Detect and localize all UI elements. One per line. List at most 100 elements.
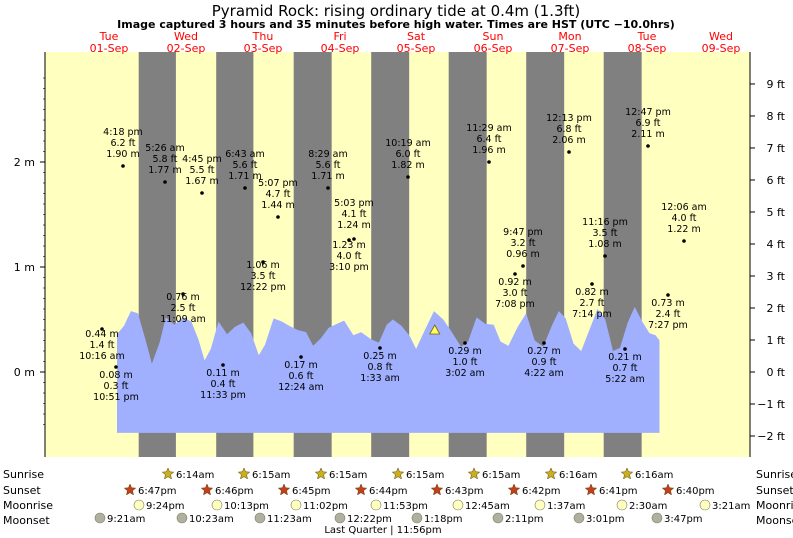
extreme-dot bbox=[542, 341, 546, 345]
date-label: 05-Sep bbox=[397, 42, 436, 55]
day-of-week-label: Thu bbox=[252, 30, 274, 43]
sunset-time: 6:47pm bbox=[138, 486, 177, 497]
sunrise-time: 6:16am bbox=[635, 470, 673, 481]
moonrise-icon bbox=[370, 499, 382, 511]
sunset-time: 6:40pm bbox=[676, 486, 715, 497]
moonrise-time: 3:21am bbox=[712, 501, 750, 512]
extreme-line-2: 5.6 ft bbox=[315, 160, 340, 171]
sunset-icon bbox=[123, 483, 137, 496]
moonset-time: 9:21am bbox=[107, 514, 145, 525]
water-area bbox=[117, 306, 660, 433]
moonrise-label-right: Moonrise bbox=[756, 499, 793, 512]
extreme-dot bbox=[646, 144, 650, 148]
sunset-label-right: Sunset bbox=[756, 484, 793, 497]
extreme-dot bbox=[666, 293, 670, 297]
extreme-dot bbox=[243, 186, 247, 190]
date-label: 02-Sep bbox=[167, 42, 206, 55]
extreme-line-2: 3.0 ft bbox=[502, 288, 527, 299]
extreme-line-2: 6.9 ft bbox=[635, 118, 660, 129]
axes: 0 m 1 m 2 m −2 ft −1 ft 0 ft 1 ft 2 ft 3 ft 4 ft 5… bbox=[14, 30, 786, 457]
extreme-line-3: 7:14 pm bbox=[572, 309, 612, 320]
moonset-time: 3:47pm bbox=[664, 514, 703, 525]
extreme-dot bbox=[114, 365, 118, 369]
extreme-line-2: 6.0 ft bbox=[395, 149, 420, 160]
extreme-line-3: 10:16 am bbox=[79, 351, 124, 362]
extreme-line-3: 0.96 m bbox=[506, 249, 539, 260]
extreme-dot bbox=[261, 260, 265, 264]
extreme-dot bbox=[326, 186, 330, 190]
extreme-dot bbox=[163, 180, 167, 184]
date-label: 06-Sep bbox=[474, 42, 513, 55]
sunset-icon bbox=[430, 483, 444, 496]
moonset-time: 12:22pm bbox=[347, 514, 392, 525]
sunset-label-left: Sunset bbox=[3, 484, 41, 497]
sunset-icon bbox=[200, 483, 214, 496]
day-of-week-label: Sat bbox=[407, 30, 426, 43]
sunset-time: 6:42pm bbox=[522, 486, 561, 497]
extreme-dot bbox=[100, 327, 104, 331]
right-tick-label: 6 ft bbox=[767, 174, 786, 187]
moonrise-time: 9:24pm bbox=[146, 501, 185, 512]
extreme-line-2: 0.9 ft bbox=[531, 357, 556, 368]
extreme-line-3: 1.22 m bbox=[667, 224, 700, 235]
extreme-line-1: 12:13 pm bbox=[546, 113, 592, 124]
right-tick-label: 7 ft bbox=[767, 142, 786, 155]
day-of-week-label: Wed bbox=[709, 30, 733, 43]
moonrise-icon bbox=[452, 499, 464, 511]
sunset-time: 6:41pm bbox=[599, 486, 638, 497]
extreme-line-2: 1.0 ft bbox=[452, 357, 477, 368]
extreme-line-2: 4.0 ft bbox=[336, 251, 361, 262]
date-label: 09-Sep bbox=[702, 42, 741, 55]
extreme-line-2: 0.4 ft bbox=[210, 379, 235, 390]
extreme-line-3: 12:22 pm bbox=[240, 282, 286, 293]
moonset-icon bbox=[94, 512, 106, 524]
extreme-line-1: 4:18 pm bbox=[103, 127, 143, 138]
right-tick-label: −1 ft bbox=[757, 398, 785, 411]
extreme-line-3: 12:24 am bbox=[278, 382, 323, 393]
left-tick-label: 1 m bbox=[14, 261, 35, 274]
sunset-icon bbox=[507, 483, 521, 496]
extreme-line-3: 1.82 m bbox=[391, 160, 424, 171]
moonset-time: 10:23am bbox=[189, 514, 234, 525]
extreme-line-2: 5.8 ft bbox=[152, 154, 177, 165]
extreme-line-3: 1.90 m bbox=[106, 149, 139, 160]
moon-phase-label: Last Quarter | 11:56pm bbox=[324, 525, 441, 536]
extreme-line-3: 3:10 pm bbox=[329, 262, 369, 273]
extreme-line-3: 11:33 pm bbox=[200, 390, 246, 401]
extreme-dot bbox=[603, 254, 607, 258]
left-tick-label: 0 m bbox=[14, 366, 35, 379]
extreme-line-1: 0.21 m bbox=[608, 352, 641, 363]
extreme-line-3: 1:33 am bbox=[360, 373, 399, 384]
sunrise-icon bbox=[237, 467, 251, 480]
extreme-line-1: 0.29 m bbox=[448, 346, 481, 357]
sunset-time: 6:44pm bbox=[369, 486, 408, 497]
extreme-dot bbox=[121, 164, 125, 168]
moonrise-time: 10:13pm bbox=[224, 501, 269, 512]
right-tick-label: 5 ft bbox=[767, 206, 786, 219]
extreme-line-1: 10:19 am bbox=[385, 138, 430, 149]
moonset-icon bbox=[492, 512, 504, 524]
extreme-line-1: 11:29 am bbox=[466, 123, 511, 134]
extreme-line-1: 0.11 m bbox=[206, 368, 239, 379]
extreme-line-2: 4.1 ft bbox=[341, 209, 366, 220]
extreme-dot bbox=[590, 282, 594, 286]
sunset-icon bbox=[277, 483, 291, 496]
extreme-line-2: 0.8 ft bbox=[367, 362, 392, 373]
sunrise-icon bbox=[544, 467, 558, 480]
extreme-line-3: 1.24 m bbox=[337, 220, 370, 231]
extreme-line-3: 2.11 m bbox=[631, 129, 664, 140]
extreme-line-2: 4.0 ft bbox=[671, 213, 696, 224]
day-of-week-label: Sun bbox=[483, 30, 504, 43]
sunrise-time: 6:15am bbox=[482, 470, 520, 481]
extreme-line-1: 0.44 m bbox=[85, 329, 118, 340]
moonrise-icon bbox=[616, 499, 628, 511]
right-tick-label: 3 ft bbox=[767, 270, 786, 283]
sunrise-icon bbox=[314, 467, 328, 480]
day-of-week-label: Mon bbox=[558, 30, 581, 43]
day-of-week-label: Fri bbox=[333, 30, 346, 43]
extreme-line-2: 5.6 ft bbox=[232, 160, 257, 171]
moonset-icon bbox=[411, 512, 423, 524]
moonset-label-left: Moonset bbox=[3, 514, 50, 527]
extreme-dot bbox=[299, 355, 303, 359]
extreme-line-2: 3.5 ft bbox=[250, 271, 275, 282]
